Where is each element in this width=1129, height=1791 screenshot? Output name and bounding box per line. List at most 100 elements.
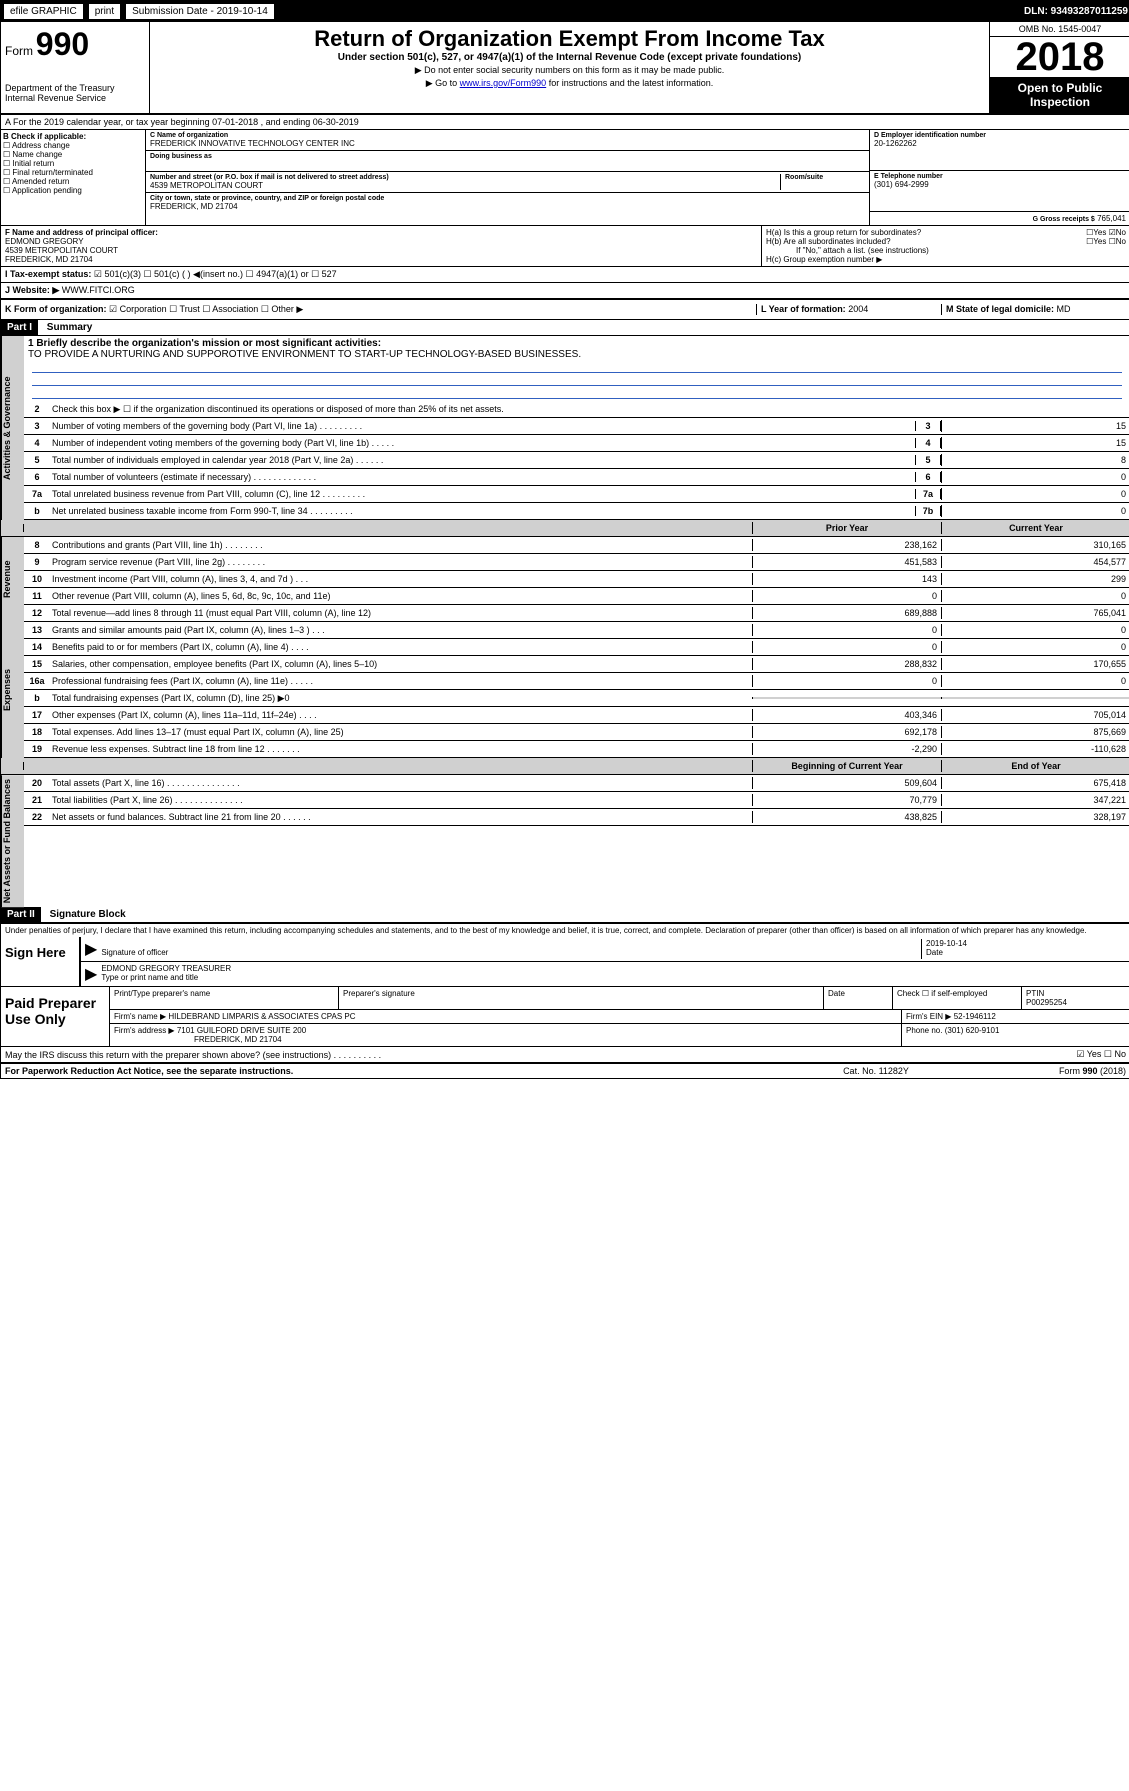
year-formation: 2004	[848, 304, 868, 314]
governance-section: Activities & Governance 1 Briefly descri…	[1, 336, 1129, 520]
sig-officer-line: ▶ Signature of officer 2019-10-14Date	[81, 937, 1129, 962]
box-c: C Name of organization FREDERICK INNOVAT…	[146, 130, 870, 225]
state-domicile: MD	[1057, 304, 1071, 314]
chk-final[interactable]: ☐ Final return/terminated	[3, 168, 143, 177]
sign-here-row: Sign Here ▶ Signature of officer 2019-10…	[1, 937, 1129, 986]
form-type-row: K Form of organization: ☑ Corporation ☐ …	[1, 300, 1129, 320]
irs: Internal Revenue Service	[5, 93, 145, 103]
sig-name-line: ▶ EDMOND GREGORY TREASURERType or print …	[81, 962, 1129, 986]
officer-addr2: FREDERICK, MD 21704	[5, 255, 757, 264]
firm-name: HILDEBRAND LIMPARIS & ASSOCIATES CPAS PC	[168, 1012, 355, 1021]
header-center: Return of Organization Exempt From Incom…	[150, 22, 989, 113]
side-revenue: Revenue	[1, 537, 24, 622]
org-name: FREDERICK INNOVATIVE TECHNOLOGY CENTER I…	[150, 139, 865, 148]
street-field: Number and street (or P.O. box if mail i…	[146, 172, 869, 193]
firm-name-line: Firm's name ▶ HILDEBRAND LIMPARIS & ASSO…	[110, 1010, 1129, 1024]
firm-addr2: FREDERICK, MD 21704	[114, 1035, 897, 1044]
paid-preparer-label: Paid Preparer Use Only	[1, 987, 110, 1046]
org-name-field: C Name of organization FREDERICK INNOVAT…	[146, 130, 869, 151]
irs-link[interactable]: www.irs.gov/Form990	[460, 78, 547, 88]
prep-header-line: Print/Type preparer's name Preparer's si…	[110, 987, 1129, 1010]
status-row: I Tax-exempt status: ☑ 501(c)(3) ☐ 501(c…	[1, 266, 1129, 283]
row-a: A For the 2019 calendar year, or tax yea…	[1, 115, 1129, 130]
open-public: Open to Public Inspection	[990, 77, 1129, 113]
spacer	[279, 9, 1020, 15]
firm-addr1: 7101 GUILFORD DRIVE SUITE 200	[177, 1026, 306, 1035]
box-h: H(a) Is this a group return for subordin…	[762, 226, 1129, 266]
print-button[interactable]: print	[88, 3, 121, 20]
city-field: City or town, state or province, country…	[146, 193, 869, 213]
firm-ein: 52-1946112	[954, 1012, 996, 1021]
mission-label: 1 Briefly describe the organization's mi…	[24, 336, 1129, 401]
chk-name[interactable]: ☐ Name change	[3, 150, 143, 159]
efile-badge: efile GRAPHIC	[3, 3, 84, 20]
hb-note: If "No," attach a list. (see instruction…	[766, 246, 1126, 255]
form-prefix: Form	[5, 44, 33, 58]
blue-line	[32, 386, 1122, 399]
dba-field: Doing business as	[146, 151, 869, 172]
officer-addr1: 4539 METROPOLITAN COURT	[5, 246, 757, 255]
arrow-icon: ▶	[85, 964, 101, 984]
col-headers-net: Beginning of Current Year End of Year	[1, 758, 1129, 775]
chk-initial[interactable]: ☐ Initial return	[3, 159, 143, 168]
form-number: 990	[36, 26, 89, 62]
city-state-zip: FREDERICK, MD 21704	[150, 202, 865, 211]
officer-name: EDMOND GREGORY	[5, 237, 757, 246]
ssn-note: ▶ Do not enter social security numbers o…	[154, 65, 985, 76]
form-number-box: Form 990 Department of the Treasury Inte…	[1, 22, 150, 113]
discuss-row: May the IRS discuss this return with the…	[1, 1046, 1129, 1062]
sign-here-label: Sign Here	[1, 937, 79, 986]
box-f: F Name and address of principal officer:…	[1, 226, 762, 266]
col-headers-rev: Prior Year Current Year	[1, 520, 1129, 537]
hb-row: H(b) Are all subordinates included? ☐Yes…	[766, 237, 1126, 246]
dln: DLN: 93493287011259	[1024, 6, 1128, 17]
top-bar: efile GRAPHIC print Submission Date - 20…	[1, 1, 1129, 22]
section-bcd: B Check if applicable: ☐ Address change …	[1, 130, 1129, 225]
blue-line	[32, 373, 1122, 386]
prep-phone: (301) 620-9101	[945, 1026, 1000, 1035]
part1-header: Part I Summary	[1, 320, 1129, 336]
street-address: 4539 METROPOLITAN COURT	[150, 181, 780, 190]
box-b-label: B Check if applicable:	[3, 132, 143, 141]
net-assets-section: Net Assets or Fund Balances 20Total asse…	[1, 775, 1129, 907]
phone-field: E Telephone number (301) 694-2999	[870, 171, 1129, 212]
blue-line	[32, 360, 1122, 373]
hc-row: H(c) Group exemption number ▶	[766, 255, 1126, 264]
ha-row: H(a) Is this a group return for subordin…	[766, 228, 1126, 237]
side-governance: Activities & Governance	[1, 336, 24, 520]
mission-text: TO PROVIDE A NURTURING AND SUPPOROTIVE E…	[28, 349, 1126, 360]
submission-date: Submission Date - 2019-10-14	[125, 3, 275, 20]
phone: (301) 694-2999	[874, 180, 1126, 189]
part2-header: Part II Signature Block	[1, 907, 1129, 923]
tax-year: 2018	[990, 37, 1129, 77]
side-expenses: Expenses	[1, 622, 24, 758]
chk-address[interactable]: ☐ Address change	[3, 141, 143, 150]
header: Form 990 Department of the Treasury Inte…	[1, 22, 1129, 115]
form-footer: Form 990 (2018)	[976, 1066, 1126, 1076]
firm-addr-line: Firm's address ▶ 7101 GUILFORD DRIVE SUI…	[110, 1024, 1129, 1046]
website-url: WWW.FITCI.ORG	[62, 285, 135, 295]
chk-pending[interactable]: ☐ Application pending	[3, 186, 143, 195]
dept-treasury: Department of the Treasury	[5, 83, 145, 93]
year-box: OMB No. 1545-0047 2018 Open to Public In…	[989, 22, 1129, 113]
side-net-assets: Net Assets or Fund Balances	[1, 775, 24, 907]
website-row: J Website: ▶ WWW.FITCI.ORG	[1, 283, 1129, 300]
chk-amended[interactable]: ☐ Amended return	[3, 177, 143, 186]
form-subtitle: Under section 501(c), 527, or 4947(a)(1)…	[154, 52, 985, 63]
box-deg: D Employer identification number 20-1262…	[870, 130, 1129, 225]
form-container: efile GRAPHIC print Submission Date - 20…	[0, 0, 1129, 1079]
gross-receipts-field: G Gross receipts $ 765,041	[870, 212, 1129, 225]
form-title: Return of Organization Exempt From Incom…	[154, 26, 985, 52]
box-b: B Check if applicable: ☐ Address change …	[1, 130, 146, 225]
goto-note: ▶ Go to www.irs.gov/Form990 for instruct…	[154, 78, 985, 89]
revenue-section: Revenue 8Contributions and grants (Part …	[1, 537, 1129, 622]
penalties-text: Under penalties of perjury, I declare th…	[1, 923, 1129, 937]
ein: 20-1262262	[874, 139, 1126, 148]
gross-receipts: 765,041	[1097, 214, 1126, 223]
expenses-section: Expenses 13Grants and similar amounts pa…	[1, 622, 1129, 758]
ein-field: D Employer identification number 20-1262…	[870, 130, 1129, 171]
arrow-icon: ▶	[85, 939, 101, 959]
principal-row: F Name and address of principal officer:…	[1, 225, 1129, 266]
paid-preparer-row: Paid Preparer Use Only Print/Type prepar…	[1, 986, 1129, 1046]
footer-row: For Paperwork Reduction Act Notice, see …	[1, 1062, 1129, 1078]
